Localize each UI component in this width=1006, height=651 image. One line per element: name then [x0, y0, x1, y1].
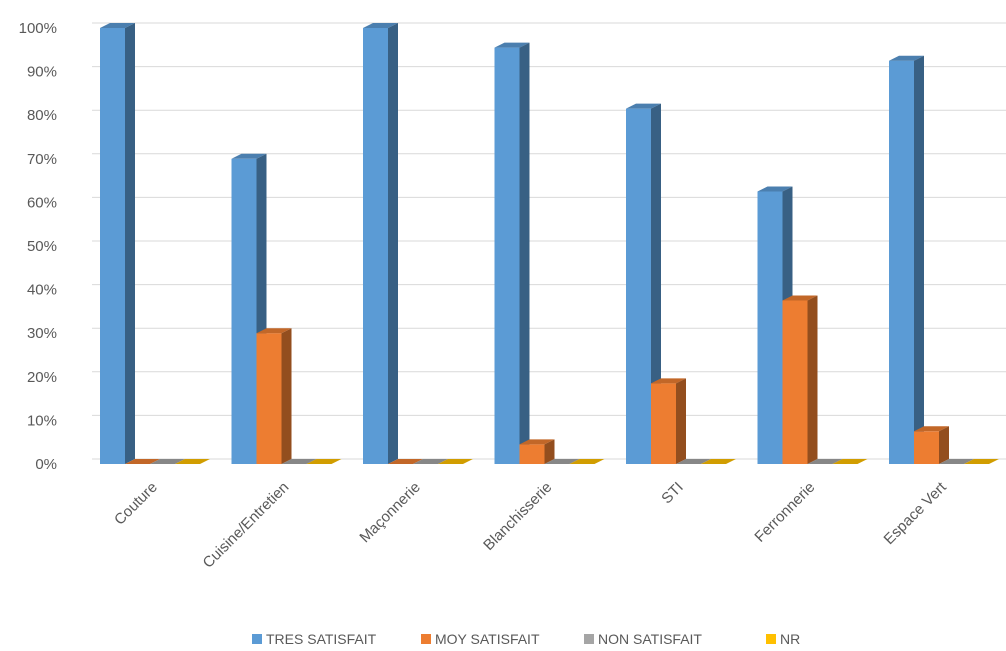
- bar: [807, 459, 843, 464]
- y-tick-label: 0%: [35, 456, 57, 473]
- y-tick-label: 10%: [27, 412, 57, 429]
- bar: [363, 23, 398, 464]
- legend-swatch: [252, 634, 262, 644]
- legend-item: NR: [766, 631, 800, 647]
- bar: [256, 328, 292, 464]
- x-tick-label: Cuisine/Entretien: [200, 479, 293, 572]
- y-axis-ticks: 0% 10% 20% 30% 40% 50% 60% 70% 80% 90% 100%: [19, 20, 57, 473]
- y-tick-label: 50%: [27, 238, 57, 255]
- y-tick-label: 30%: [27, 325, 57, 342]
- bar: [544, 459, 580, 464]
- legend: TRES SATISFAIT MOY SATISFAIT NON SATISFAIT…: [252, 631, 800, 647]
- y-tick-label: 80%: [27, 107, 57, 124]
- bar: [306, 459, 342, 464]
- bar: [175, 459, 210, 464]
- bar: [281, 459, 317, 464]
- x-tick-label: Blanchisserie: [480, 479, 555, 554]
- x-tick-label: Maçonnerie: [356, 479, 423, 546]
- x-tick-label: Espace Vert: [881, 478, 951, 548]
- legend-swatch: [421, 634, 431, 644]
- legend-label: MOY SATISFAIT: [435, 631, 540, 647]
- bar: [964, 459, 999, 464]
- legend-item: NON SATISFAIT: [584, 631, 702, 647]
- bar: [438, 459, 473, 464]
- y-tick-label: 90%: [27, 64, 57, 81]
- legend-item: TRES SATISFAIT: [252, 631, 377, 647]
- y-tick-label: 70%: [27, 151, 57, 168]
- bar: [914, 426, 949, 464]
- bar: [939, 459, 974, 464]
- bar: [569, 459, 605, 464]
- legend-label: TRES SATISFAIT: [266, 631, 377, 647]
- x-tick-label: STI: [658, 479, 687, 508]
- legend-label: NR: [780, 631, 800, 647]
- bar: [832, 459, 868, 464]
- bars: [100, 23, 999, 465]
- y-tick-label: 20%: [27, 369, 57, 386]
- legend-swatch: [584, 634, 594, 644]
- gridlines: [92, 22, 1006, 460]
- bar: [889, 55, 924, 464]
- bar: [494, 42, 530, 465]
- legend-swatch: [766, 634, 776, 644]
- bar: [701, 459, 736, 464]
- bar: [388, 459, 423, 464]
- bar: [100, 23, 135, 464]
- y-tick-label: 60%: [27, 194, 57, 211]
- bar: [125, 459, 160, 464]
- bar: [413, 459, 448, 464]
- bar: [651, 378, 686, 464]
- x-tick-label: Ferronnerie: [751, 479, 818, 546]
- x-axis-ticks: Couture Cuisine/Entretien Maçonnerie Blanch…: [111, 478, 950, 571]
- x-tick-label: Couture: [111, 479, 161, 529]
- bar: [626, 103, 661, 464]
- bar: [150, 459, 185, 464]
- bar: [676, 459, 711, 464]
- legend-item: MOY SATISFAIT: [421, 631, 540, 647]
- legend-label: NON SATISFAIT: [598, 631, 702, 647]
- y-tick-label: 100%: [19, 20, 57, 37]
- y-tick-label: 40%: [27, 282, 57, 299]
- bar: [519, 439, 555, 464]
- bar: [782, 295, 818, 464]
